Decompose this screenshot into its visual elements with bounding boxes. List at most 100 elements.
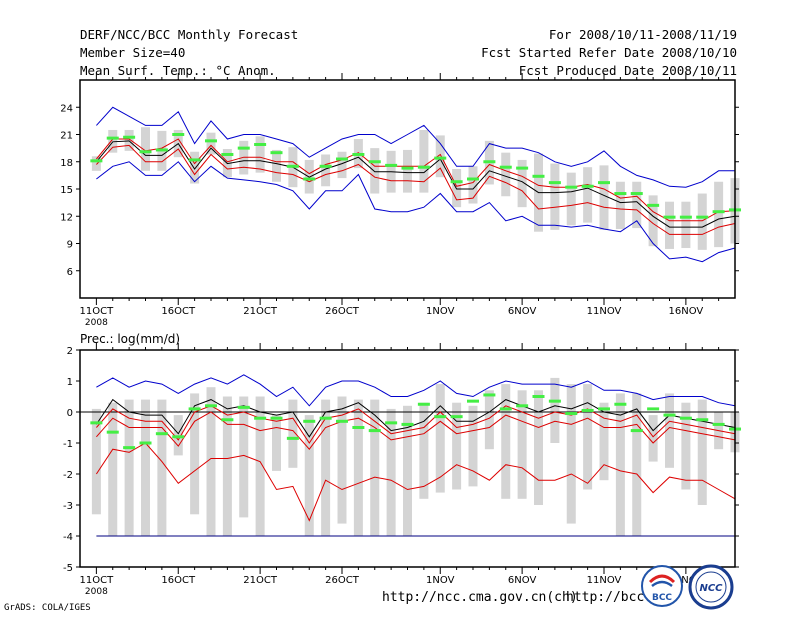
precipitation-box-day-32 (599, 402, 609, 481)
bcc-url[interactable]: http://bcc. (566, 590, 653, 605)
precipitation-green-marker-day-4 (139, 441, 152, 445)
precipitation-box-day-20 (403, 405, 412, 536)
precipitation-green-marker-day-11 (254, 416, 267, 420)
temperature-green-marker-day-4 (139, 150, 152, 154)
precipitation-ytick-label--4: -4 (63, 532, 73, 543)
precipitation-green-marker-day-12 (270, 416, 283, 420)
temperature-box-day-34 (632, 181, 642, 229)
temperature-green-marker-day-12 (270, 151, 283, 155)
precipitation-xtick-label-1NOV: 1NOV (426, 575, 455, 586)
temperature-box-day-21 (419, 129, 429, 193)
temperature-green-marker-day-32 (598, 181, 610, 185)
precipitation-green-marker-day-35 (647, 407, 660, 411)
precipitation-box-day-24 (468, 405, 478, 487)
precipitation-green-marker-day-8 (205, 404, 217, 408)
precipitation-green-marker-day-15 (319, 416, 332, 420)
temperature-green-marker-day-15 (319, 164, 332, 168)
temperature-box-day-27 (517, 159, 527, 208)
temperature-xtick-label-16NOV: 16NOV (669, 306, 704, 317)
temperature-green-marker-day-5 (155, 148, 168, 152)
precipitation-green-marker-day-3 (123, 446, 136, 450)
precipitation-green-marker-day-14 (303, 419, 316, 423)
temperature-green-marker-day-27 (516, 166, 529, 170)
temperature-green-marker-day-28 (532, 174, 545, 178)
temperature-green-marker-day-34 (630, 192, 643, 196)
temperature-box-day-31 (583, 167, 593, 223)
temperature-green-marker-day-37 (679, 215, 692, 219)
bcc-logo: BCC (641, 565, 683, 607)
temperature-green-marker-day-36 (663, 215, 676, 219)
precipitation-xtick-label-21OCT: 21OCT (243, 575, 278, 586)
precipitation-box-day-36 (665, 393, 674, 468)
precipitation-box-day-6 (173, 415, 183, 456)
temperature-box-day-36 (665, 201, 674, 249)
temperature-box-day-30 (566, 172, 576, 226)
temperature-green-marker-day-1 (90, 159, 103, 163)
temperature-xtick-label-11NOV: 11NOV (587, 306, 622, 317)
temperature-green-marker-day-35 (647, 203, 660, 207)
precipitation-box-day-13 (288, 399, 298, 468)
temperature-green-marker-day-2 (106, 136, 119, 140)
precipitation-xtick-label-6NOV: 6NOV (508, 575, 537, 586)
temperature-box-day-16 (337, 151, 347, 179)
precipitation-green-marker-day-29 (548, 399, 561, 403)
temperature-green-marker-day-29 (548, 181, 561, 185)
precipitation-box-day-2 (108, 402, 118, 536)
precipitation-box-day-10 (239, 396, 249, 518)
precipitation-green-marker-day-32 (598, 407, 610, 411)
ncc-logo: NCC (688, 564, 734, 610)
temperature-green-marker-day-9 (221, 152, 234, 156)
precipitation-green-marker-day-37 (679, 416, 692, 420)
temperature-box-day-1 (91, 156, 101, 171)
precipitation-green-marker-day-27 (516, 404, 529, 408)
temperature-ytick-label-15: 15 (60, 185, 73, 196)
temperature-green-marker-day-39 (712, 210, 725, 214)
precipitation-box-day-11 (255, 396, 265, 536)
temperature-series-max (96, 106, 735, 188)
precipitation-green-marker-day-25 (483, 393, 496, 397)
temperature-box-day-38 (697, 193, 707, 250)
precipitation-series-lower (96, 411, 736, 450)
precipitation-green-marker-day-34 (630, 429, 643, 433)
chart-title: DERF/NCC/BCC Monthly Forecast (80, 27, 299, 42)
precipitation-box-day-35 (648, 415, 658, 462)
temperature-green-marker-day-18 (368, 160, 381, 164)
temperature-box-day-32 (599, 165, 609, 230)
precipitation-green-marker-day-19 (385, 421, 398, 425)
temperature-green-marker-day-3 (123, 135, 136, 139)
precipitation-box-day-33 (615, 393, 625, 536)
precipitation-ytick-label--5: -5 (63, 563, 73, 574)
precipitation-box-day-19 (386, 408, 396, 536)
temperature-box-day-24 (468, 166, 478, 204)
precipitation-green-marker-day-17 (352, 426, 365, 429)
ncc-url[interactable]: http://ncc.cma.gov.cn(ch) (382, 590, 578, 605)
forecast-period-label: For 2008/10/11-2008/11/19 (548, 27, 737, 42)
start-date-label: Fcst Started Refer Date 2008/10/10 (481, 45, 737, 60)
precipitation-box-day-29 (550, 377, 560, 443)
member-size-label: Member Size=40 (80, 45, 186, 60)
temperature-xtick-label-11OCT: 11OCT (80, 306, 115, 317)
precipitation-green-marker-day-6 (172, 435, 185, 439)
precipitation-xtick-label-16OCT: 16OCT (161, 575, 196, 586)
precipitation-box-day-12 (272, 415, 281, 471)
temperature-green-marker-day-38 (696, 215, 709, 219)
precipitation-green-marker-day-36 (663, 413, 676, 417)
precipitation-box-day-18 (370, 399, 380, 536)
precipitation-box-day-9 (222, 396, 232, 536)
precipitation-box-day-1 (91, 408, 101, 515)
precipitation-box-day-5 (157, 399, 167, 536)
precipitation-box-day-37 (681, 402, 691, 490)
precipitation-ytick-label-2: 2 (67, 346, 73, 357)
temperature-green-marker-day-33 (614, 192, 627, 196)
precipitation-green-marker-day-21 (417, 402, 430, 406)
temperature-green-marker-day-31 (581, 184, 594, 188)
temperature-xtick-label-6NOV: 6NOV (508, 306, 537, 317)
precipitation-series-min (95, 442, 736, 522)
precipitation-green-marker-day-30 (565, 412, 578, 416)
temperature-box-day-33 (615, 181, 625, 229)
temperature-green-marker-day-25 (483, 160, 496, 164)
temperature-xtick-label-16OCT: 16OCT (161, 306, 196, 317)
temperature-box-day-7 (190, 151, 200, 184)
precipitation-box-day-23 (452, 402, 462, 490)
temperature-series-upper (96, 138, 736, 222)
